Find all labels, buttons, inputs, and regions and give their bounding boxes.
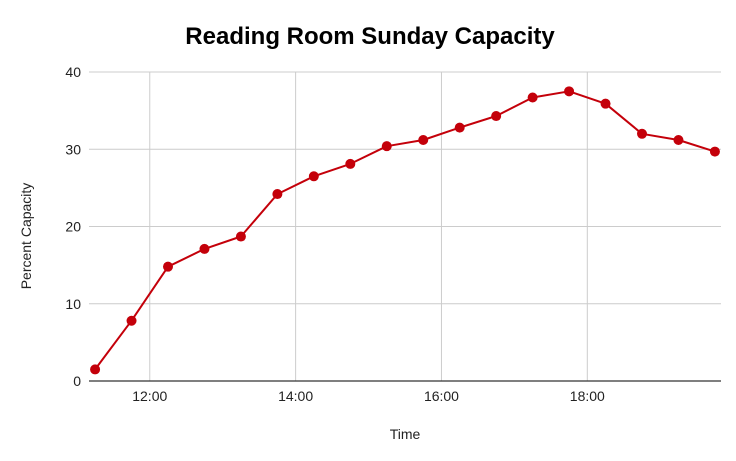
data-point xyxy=(564,86,575,97)
gridlines xyxy=(89,71,721,381)
data-point xyxy=(600,98,611,109)
series-line xyxy=(94,90,716,370)
data-point xyxy=(527,92,538,103)
data-point xyxy=(90,364,101,375)
chart-title: Reading Room Sunday Capacity xyxy=(185,23,555,50)
data-point xyxy=(272,189,283,200)
data-points xyxy=(90,86,720,375)
x-tick-label: 16:00 xyxy=(424,388,459,404)
y-axis-label: Percent Capacity xyxy=(18,183,34,290)
x-axis-label: Time xyxy=(390,426,421,442)
x-tick-label: 12:00 xyxy=(132,388,167,404)
data-point xyxy=(673,134,684,145)
y-tick-label: 20 xyxy=(65,219,81,235)
data-point xyxy=(308,171,319,182)
data-point xyxy=(345,158,356,169)
data-point xyxy=(163,261,173,272)
y-tick-label: 40 xyxy=(65,64,81,80)
x-tick-label: 14:00 xyxy=(278,388,313,404)
data-point xyxy=(418,134,429,145)
data-point xyxy=(491,111,502,122)
data-point xyxy=(126,315,137,326)
data-point xyxy=(637,128,647,139)
data-point xyxy=(199,243,210,254)
y-tick-label: 30 xyxy=(65,141,81,157)
y-tick-label: 0 xyxy=(73,373,81,389)
y-tick-label: 10 xyxy=(65,296,81,312)
series-line-layer xyxy=(94,90,716,370)
axes: 0 10 20 30 40 12:00 14:00 16:00 18:00 xyxy=(65,64,721,404)
data-point xyxy=(709,146,720,157)
x-tick-label: 18:00 xyxy=(570,388,605,404)
data-point xyxy=(381,141,392,152)
data-point xyxy=(454,122,465,133)
data-point xyxy=(235,231,246,242)
